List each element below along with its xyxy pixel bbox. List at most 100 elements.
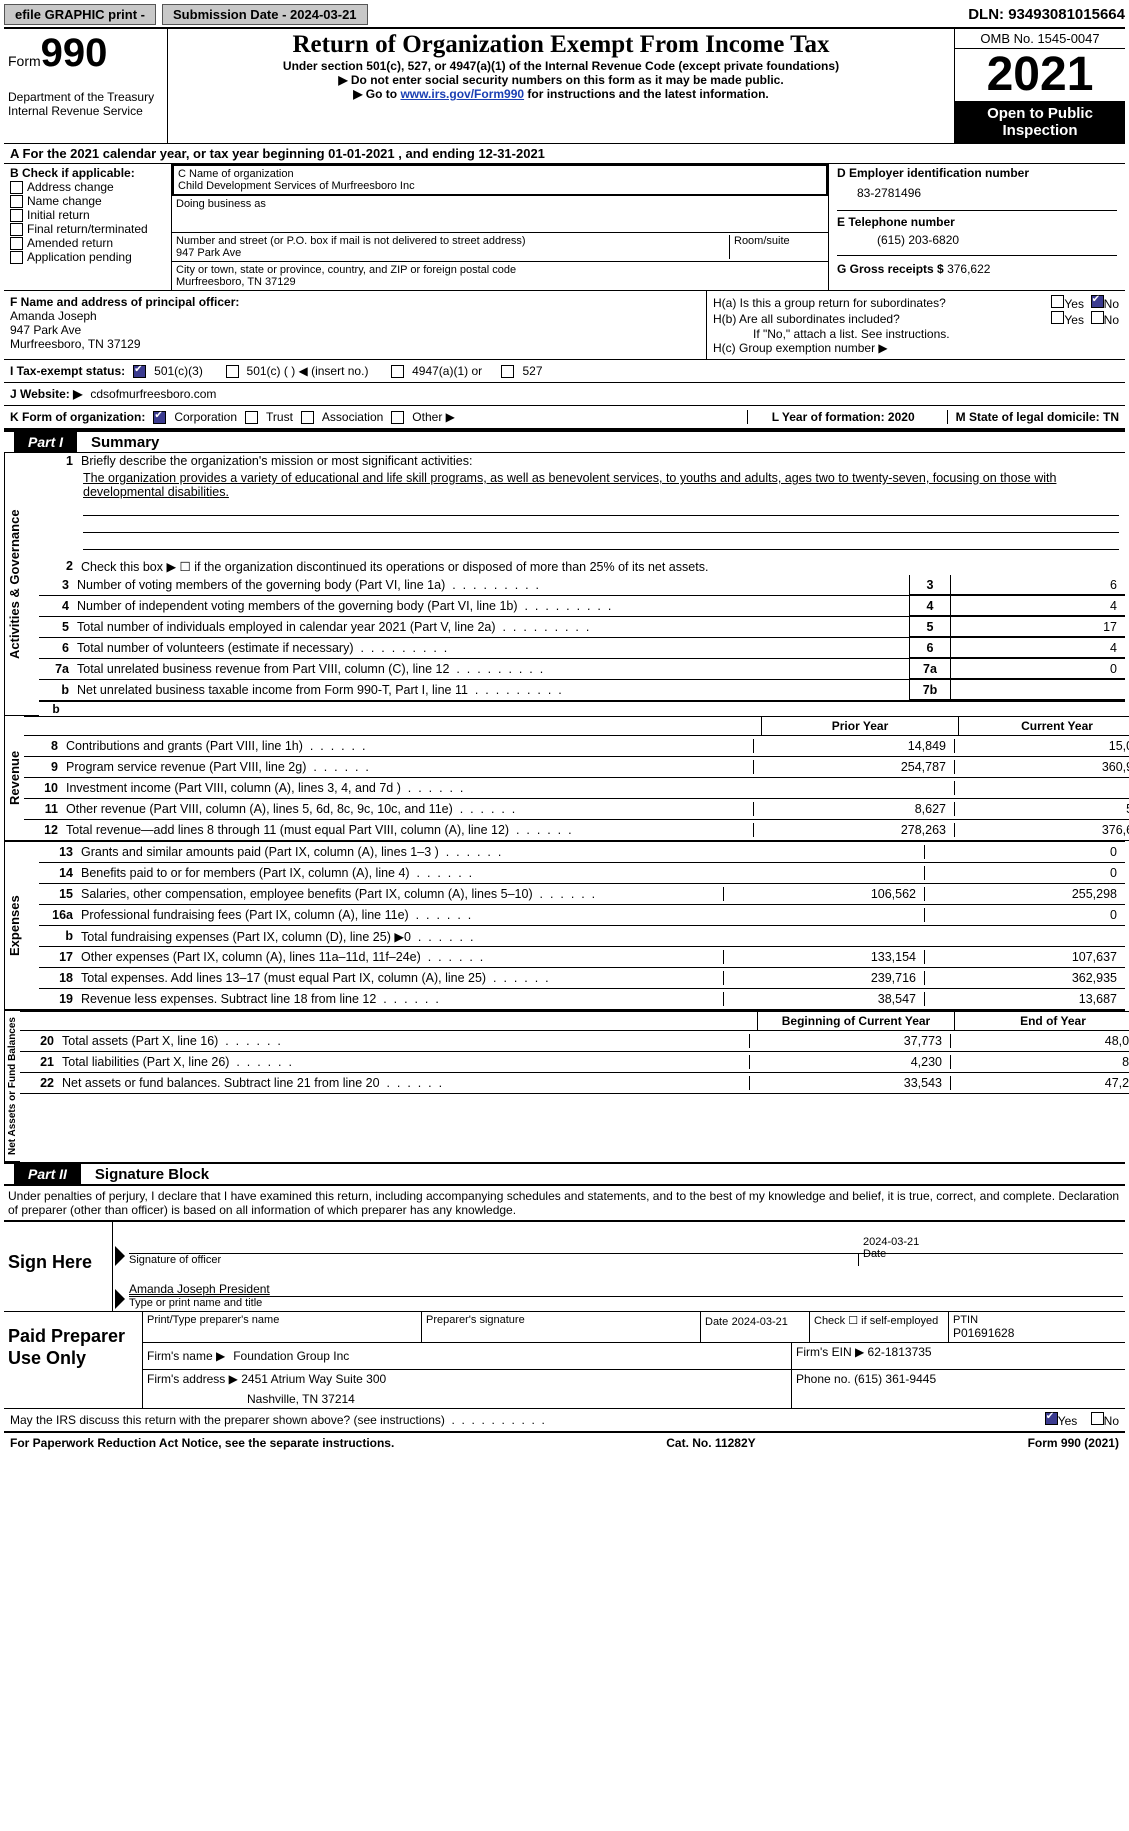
hb-yes[interactable] <box>1051 311 1064 324</box>
paid-date-label: Date <box>705 1316 728 1328</box>
data-row: 13 Grants and similar amounts paid (Part… <box>39 842 1125 863</box>
firm-name: Foundation Group Inc <box>233 1349 349 1363</box>
revenue-section: Revenue Prior Year Current Year 8 Contri… <box>4 716 1125 841</box>
sig-officer-label: Signature of officer <box>129 1254 858 1266</box>
form-number: 990 <box>41 31 108 75</box>
cb-4947[interactable] <box>391 365 404 378</box>
part2-title: Signature Block <box>81 1166 209 1183</box>
m-state: M State of legal domicile: TN <box>947 410 1119 424</box>
tel-label: E Telephone number <box>837 210 1117 229</box>
submission-date-button[interactable]: Submission Date - 2024-03-21 <box>162 4 368 25</box>
section-i: I Tax-exempt status: 501(c)(3) 501(c) ( … <box>4 359 1125 382</box>
line-a: A For the 2021 calendar year, or tax yea… <box>4 143 1125 163</box>
dba-label: Doing business as <box>176 198 824 210</box>
form-word: Form <box>8 53 41 69</box>
page-footer: For Paperwork Reduction Act Notice, see … <box>4 1431 1125 1453</box>
website: cdsofmurfreesboro.com <box>90 387 216 401</box>
sign-date-label: Date <box>863 1248 886 1260</box>
data-row: 12 Total revenue—add lines 8 through 11 … <box>24 820 1129 841</box>
netassets-section: Net Assets or Fund Balances Beginning of… <box>4 1010 1125 1162</box>
efile-button[interactable]: efile GRAPHIC print - <box>4 4 156 25</box>
governance-section: Activities & Governance 1Briefly describ… <box>4 453 1125 716</box>
i-label: I Tax-exempt status: <box>10 364 125 378</box>
data-row: 16a Professional fundraising fees (Part … <box>39 905 1125 926</box>
ha-no[interactable] <box>1091 295 1104 308</box>
cb-other[interactable] <box>391 411 404 424</box>
cb-527[interactable] <box>501 365 514 378</box>
gross-receipts: 376,622 <box>947 262 990 276</box>
cb-trust[interactable] <box>245 411 258 424</box>
gov-row: 7a Total unrelated business revenue from… <box>39 659 1125 680</box>
col-prior-year: Prior Year <box>762 717 959 735</box>
room-suite-label: Room/suite <box>730 235 824 259</box>
ha-yes[interactable] <box>1051 295 1064 308</box>
city-state-zip: Murfreesboro, TN 37129 <box>176 276 824 288</box>
firm-addr1: 2451 Atrium Way Suite 300 <box>241 1372 386 1386</box>
data-row: 18 Total expenses. Add lines 13–17 (must… <box>39 968 1125 989</box>
data-row: 17 Other expenses (Part IX, column (A), … <box>39 947 1125 968</box>
discuss-no[interactable] <box>1091 1412 1104 1425</box>
hb-note: If "No," attach a list. See instructions… <box>713 327 1119 341</box>
section-klm: K Form of organization: Corporation Trus… <box>4 405 1125 430</box>
cb-address-change[interactable] <box>10 181 23 194</box>
col-boy: Beginning of Current Year <box>758 1012 955 1030</box>
cb-final-return[interactable] <box>10 223 23 236</box>
mission-intro: Briefly describe the organization's miss… <box>81 454 1121 468</box>
discuss-q: May the IRS discuss this return with the… <box>10 1413 445 1427</box>
ein-label: D Employer identification number <box>837 166 1117 180</box>
cb-name-change[interactable] <box>10 195 23 208</box>
telephone: (615) 203-6820 <box>837 229 1117 255</box>
public-inspection: Open to Public Inspection <box>955 101 1125 143</box>
cb-501c[interactable] <box>226 365 239 378</box>
subtitle-1: Under section 501(c), 527, or 4947(a)(1)… <box>174 59 948 73</box>
hb-no[interactable] <box>1091 311 1104 324</box>
discuss-yes[interactable] <box>1045 1412 1058 1425</box>
paid-date: 2024-03-21 <box>732 1316 788 1328</box>
gov-row: 6 Total number of volunteers (estimate i… <box>39 638 1125 659</box>
penalty-statement: Under penalties of perjury, I declare th… <box>4 1185 1125 1220</box>
b-letter: b <box>39 702 1125 716</box>
irs-link[interactable]: www.irs.gov/Form990 <box>400 87 524 101</box>
officer-name: Amanda Joseph <box>10 309 700 323</box>
goto-prefix: Go to <box>366 87 401 101</box>
ein: 83-2781496 <box>837 180 1117 210</box>
data-row: 15 Salaries, other compensation, employe… <box>39 884 1125 905</box>
cb-corp[interactable] <box>153 411 166 424</box>
ha-label: H(a) Is this a group return for subordin… <box>713 296 946 310</box>
cb-initial-return[interactable] <box>10 209 23 222</box>
data-row: 8 Contributions and grants (Part VIII, l… <box>24 736 1129 757</box>
gov-row: b Net unrelated business taxable income … <box>39 680 1125 701</box>
city-label: City or town, state or province, country… <box>176 264 824 276</box>
signer-name: Amanda Joseph President <box>129 1282 1123 1296</box>
col-current-year: Current Year <box>959 717 1129 735</box>
cb-assoc[interactable] <box>301 411 314 424</box>
paid-left-label: Paid Preparer Use Only <box>4 1312 143 1408</box>
org-name: Child Development Services of Murfreesbo… <box>178 180 822 192</box>
omb-number: OMB No. 1545-0047 <box>955 29 1125 49</box>
footer-right: Form 990 (2021) <box>1028 1436 1119 1450</box>
self-emp: Check ☐ if self-employed <box>810 1312 949 1342</box>
paid-preparer-section: Paid Preparer Use Only Print/Type prepar… <box>4 1311 1125 1408</box>
sign-date: 2024-03-21 <box>863 1236 1123 1248</box>
phone-label: Phone no. <box>796 1372 851 1386</box>
gov-row: 4 Number of independent voting members o… <box>39 596 1125 617</box>
officer-addr1: 947 Park Ave <box>10 323 700 337</box>
cb-501c3[interactable] <box>133 365 146 378</box>
part1-title: Summary <box>77 434 159 451</box>
data-row: 21 Total liabilities (Part X, line 26) .… <box>20 1052 1129 1073</box>
officer-addr2: Murfreesboro, TN 37129 <box>10 337 700 351</box>
cb-amended[interactable] <box>10 237 23 250</box>
j-label: J Website: ▶ <box>10 387 82 401</box>
dept-treasury: Department of the Treasury <box>8 90 163 104</box>
section-bcd: B Check if applicable: Address change Na… <box>4 163 1125 290</box>
section-d: D Employer identification number 83-2781… <box>828 164 1125 290</box>
header-center: Return of Organization Exempt From Incom… <box>168 29 954 143</box>
section-h: H(a) Is this a group return for subordin… <box>707 291 1125 359</box>
goto-suffix: for instructions and the latest informat… <box>524 87 769 101</box>
cb-pending[interactable] <box>10 251 23 264</box>
firm-name-label: Firm's name ▶ <box>147 1349 225 1363</box>
top-bar: efile GRAPHIC print - Submission Date - … <box>4 4 1125 25</box>
mission-text: The organization provides a variety of e… <box>39 469 1125 499</box>
data-row: 14 Benefits paid to or for members (Part… <box>39 863 1125 884</box>
ptin-label: PTIN <box>953 1314 1121 1326</box>
